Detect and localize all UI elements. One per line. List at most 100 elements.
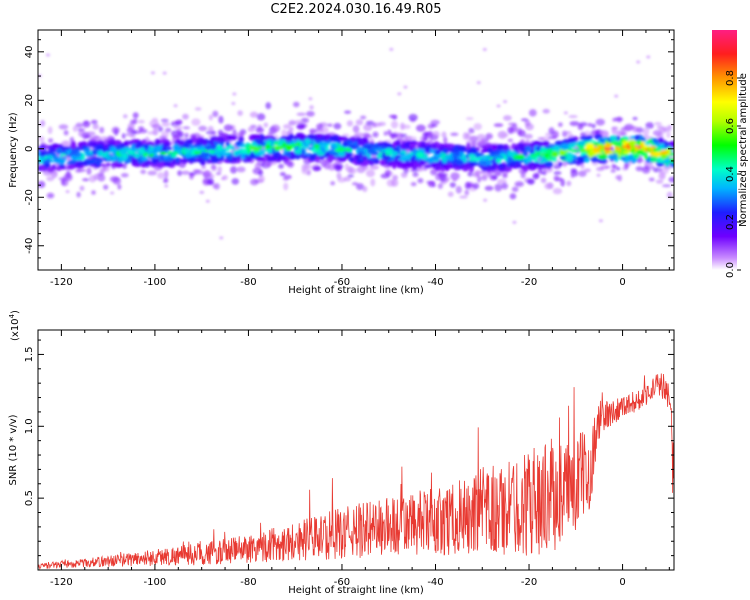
heat-cell (355, 119, 364, 126)
snr-scale-label: (x104) (8, 310, 21, 341)
heat-cell (392, 141, 397, 148)
heat-cell (208, 149, 214, 154)
heat-cell (130, 144, 136, 152)
heat-cell (628, 139, 637, 147)
heat-cell (660, 149, 668, 155)
heat-cell (97, 150, 102, 155)
heat-cell (106, 153, 111, 161)
heat-cell (356, 166, 366, 174)
heat-cell (91, 190, 96, 195)
heat-cell (251, 134, 260, 139)
heat-cell (175, 157, 180, 163)
heat-cell (263, 122, 269, 128)
heat-cell (586, 151, 595, 158)
heat-cell (469, 136, 476, 140)
heat-cell (316, 123, 324, 130)
heat-cell (153, 154, 159, 159)
heat-cell (475, 152, 481, 158)
heat-cell (154, 138, 161, 145)
heat-cell (81, 145, 89, 149)
heat-cell (462, 132, 469, 140)
heat-cell (646, 55, 651, 59)
heat-cell (465, 116, 474, 121)
heat-cell (362, 185, 368, 193)
heat-cell (385, 147, 394, 155)
heat-cell (372, 131, 379, 138)
heat-cell (598, 219, 603, 223)
spectrogram-heatmap (38, 47, 674, 240)
heat-cell (415, 151, 425, 159)
heat-cell (164, 184, 169, 188)
heat-cell (501, 182, 508, 190)
heat-cell (507, 138, 514, 143)
heat-cell (370, 178, 376, 187)
heat-cell (578, 170, 587, 177)
heat-cell (654, 122, 662, 126)
colorbar-tick-label: 0.4 (725, 166, 736, 182)
heat-cell (188, 138, 194, 145)
heat-cell (52, 143, 60, 149)
heat-cell (72, 125, 78, 132)
heat-cell (103, 141, 108, 145)
heat-cell (558, 161, 563, 167)
heat-cell (205, 169, 210, 173)
heat-cell (333, 122, 342, 130)
heat-cell (281, 129, 287, 138)
heat-cell (491, 162, 499, 167)
heat-cell (480, 149, 487, 153)
heat-cell (524, 119, 531, 127)
y-tick-label: 0.5 (24, 490, 35, 506)
heat-cell (330, 181, 336, 186)
heat-cell (584, 157, 590, 163)
heat-cell (188, 144, 195, 149)
heat-cell (493, 123, 504, 127)
heat-cell (76, 168, 87, 173)
heat-cell (180, 158, 189, 164)
heat-cell (430, 168, 438, 176)
heat-cell (82, 120, 91, 128)
heat-cell (396, 162, 401, 169)
heat-cell (426, 157, 434, 164)
heat-cell (76, 191, 81, 198)
heat-cell (566, 180, 572, 187)
heat-cell (249, 145, 257, 150)
heat-cell (76, 162, 83, 166)
heat-cell (408, 143, 416, 148)
heat-cell (46, 192, 55, 199)
heat-cell (644, 141, 650, 147)
heat-cell (336, 155, 346, 161)
heat-cell (95, 143, 105, 151)
heat-cell (344, 147, 351, 152)
heat-cell (225, 141, 230, 147)
heat-cell (570, 169, 579, 177)
heat-cell (134, 153, 140, 159)
heat-cell (391, 162, 396, 168)
heat-cell (489, 175, 498, 181)
heat-cell (63, 130, 69, 136)
heat-cell (78, 129, 86, 137)
heat-cell (343, 176, 351, 182)
heat-cell (512, 160, 517, 165)
heat-cell (648, 177, 655, 182)
x-tick-label: -60 (334, 577, 350, 588)
heat-cell (636, 60, 641, 64)
heat-cell (223, 124, 233, 132)
heat-cell (122, 114, 128, 119)
heat-cell (655, 133, 664, 138)
heat-cell (317, 136, 326, 142)
heat-cell (411, 155, 417, 159)
heat-cell (151, 159, 158, 163)
heat-cell (163, 177, 169, 184)
heat-cell (138, 119, 145, 124)
heat-cell (522, 142, 530, 147)
heat-cell (151, 123, 161, 129)
heat-cell (662, 184, 672, 188)
heat-cell (476, 139, 486, 145)
heat-cell (560, 143, 569, 151)
heat-cell (147, 131, 157, 135)
heat-cell (340, 136, 348, 141)
heat-cell (668, 176, 674, 183)
heat-cell (403, 85, 408, 89)
heat-cell (565, 155, 574, 163)
heat-cell (272, 127, 278, 133)
